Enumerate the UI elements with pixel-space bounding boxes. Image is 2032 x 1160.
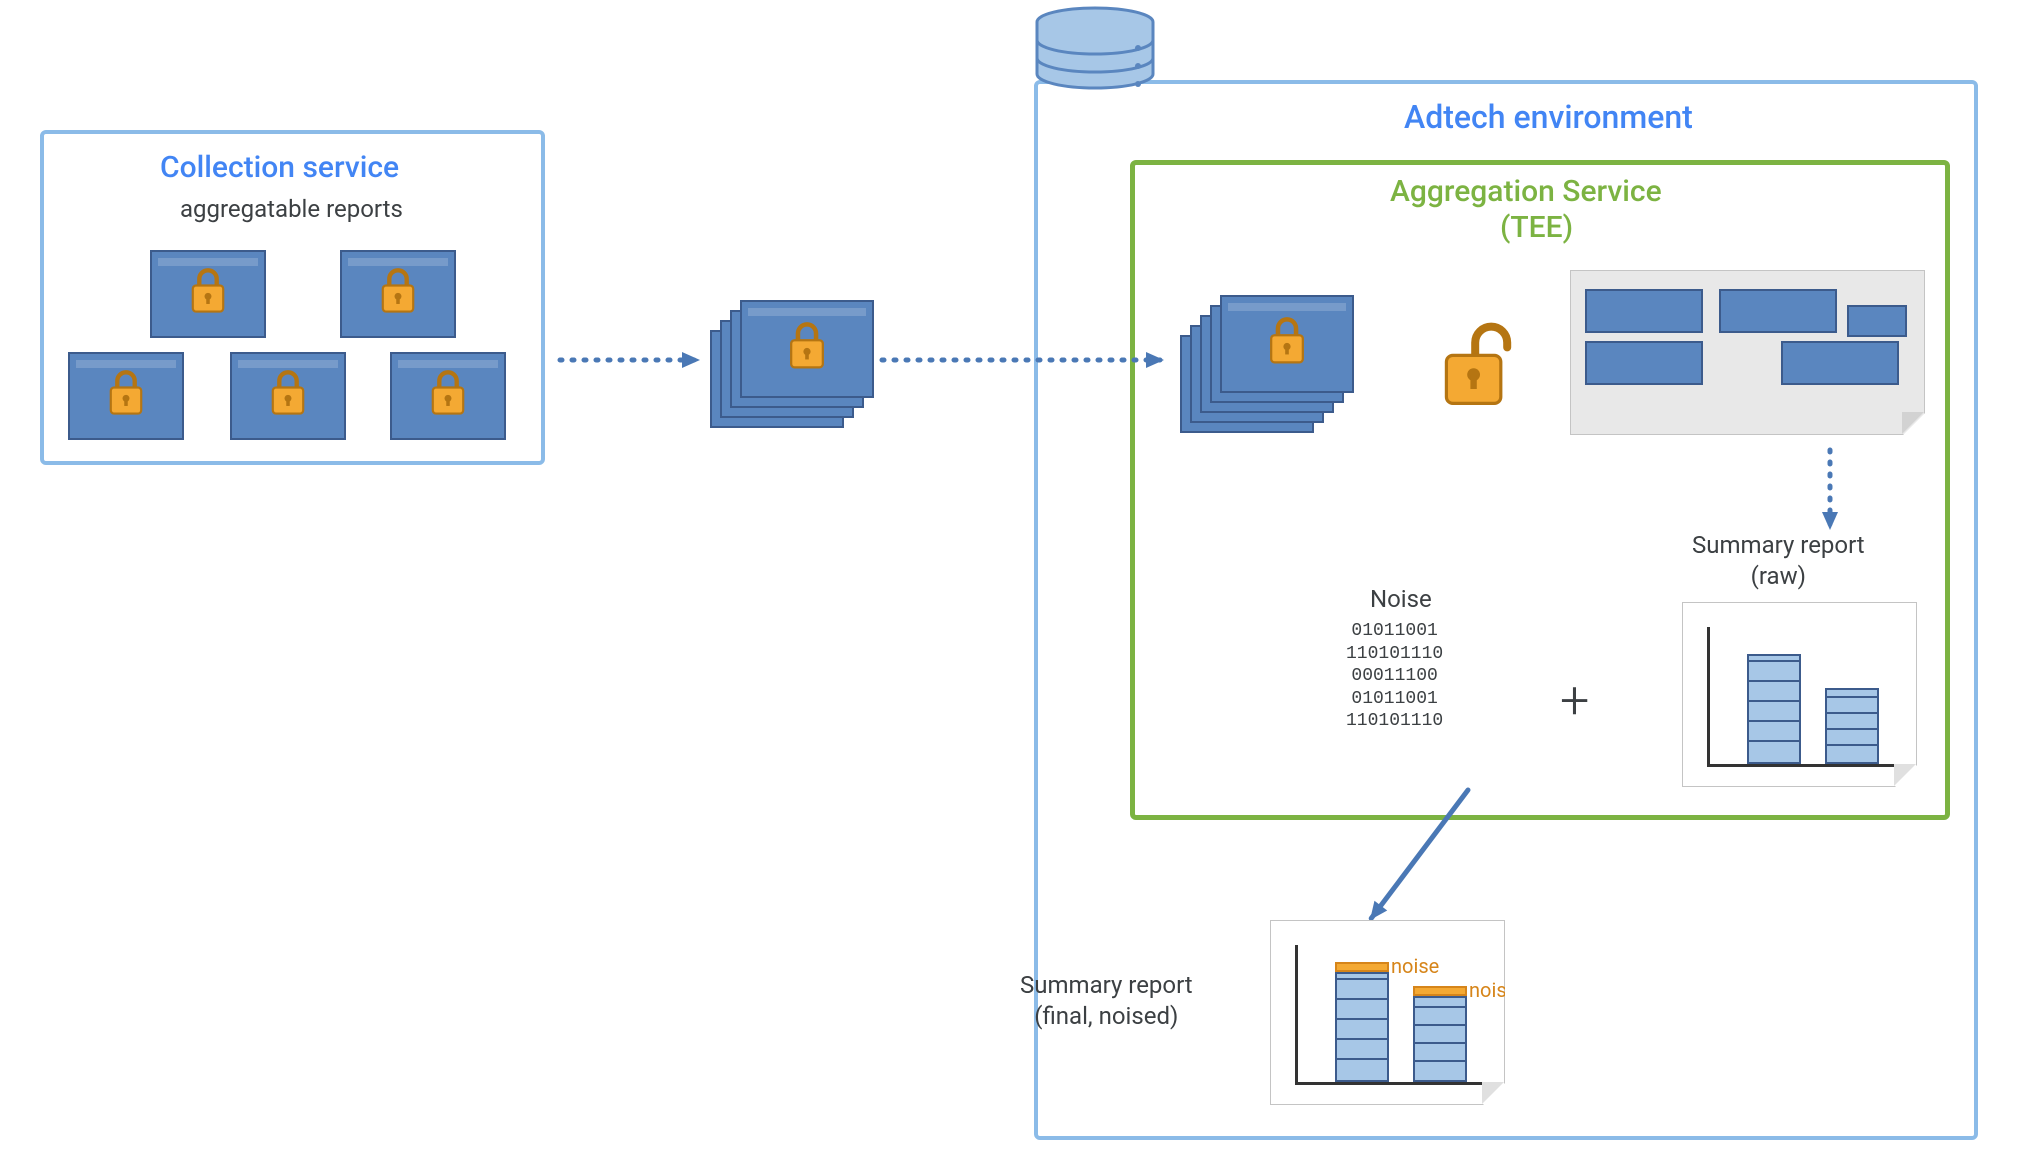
- adtech-environment-title: Adtech environment: [1404, 98, 1693, 136]
- lock-icon: [104, 368, 148, 422]
- report-stack: [1180, 295, 1354, 433]
- summary-report-raw-label: Summary report(raw): [1692, 530, 1865, 592]
- lock-icon: [426, 368, 470, 422]
- summary-report-final-label: Summary report(final, noised): [1020, 970, 1193, 1032]
- aggregation-service-title: Aggregation Service: [1390, 174, 1662, 209]
- decrypted-data-sheet: [1570, 270, 1925, 435]
- summary-report-final: noisenoise: [1270, 920, 1505, 1105]
- lock-icon: [1264, 315, 1310, 371]
- plus-icon: +: [1560, 670, 1589, 731]
- aggregatable-report: [68, 352, 184, 440]
- aggregatable-report: [390, 352, 506, 440]
- aggregation-service-subtitle: (TEE): [1500, 210, 1573, 245]
- noise-label: Noise: [1370, 584, 1432, 615]
- aggregatable-report: [150, 250, 266, 338]
- aggregatable-report: [340, 250, 456, 338]
- aggregatable-reports-label: aggregatable reports: [180, 194, 403, 225]
- noise-bits: 01011001 110101110 00011100 01011001 110…: [1346, 620, 1443, 733]
- lock-icon: [266, 368, 310, 422]
- collection-service-title: Collection service: [160, 150, 399, 185]
- lock-icon: [376, 266, 420, 320]
- lock-icon: [186, 266, 230, 320]
- database-icon: [1030, 6, 1160, 96]
- lock-icon: [784, 320, 830, 376]
- report-stack: [710, 300, 874, 428]
- aggregatable-report: [230, 352, 346, 440]
- summary-report-raw: [1682, 602, 1917, 787]
- noise-cap-label: noise: [1391, 954, 1439, 978]
- unlock-icon: [1440, 320, 1520, 410]
